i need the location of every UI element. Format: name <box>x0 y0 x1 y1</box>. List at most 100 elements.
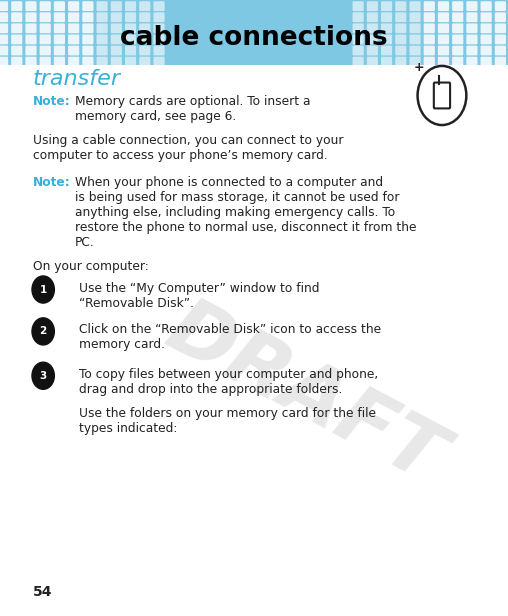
FancyBboxPatch shape <box>495 12 506 22</box>
Text: DRAFT: DRAFT <box>153 289 456 500</box>
FancyBboxPatch shape <box>125 1 136 11</box>
Text: When your phone is connected to a computer and
is being used for mass storage, i: When your phone is connected to a comput… <box>75 176 417 249</box>
FancyBboxPatch shape <box>424 34 435 44</box>
FancyBboxPatch shape <box>381 46 392 55</box>
FancyBboxPatch shape <box>0 57 8 67</box>
FancyBboxPatch shape <box>495 57 506 67</box>
FancyBboxPatch shape <box>452 1 463 11</box>
Text: On your computer:: On your computer: <box>33 260 149 273</box>
FancyBboxPatch shape <box>125 12 136 22</box>
FancyBboxPatch shape <box>0 23 8 33</box>
FancyBboxPatch shape <box>0 1 8 11</box>
FancyBboxPatch shape <box>452 12 463 22</box>
FancyBboxPatch shape <box>54 23 65 33</box>
FancyBboxPatch shape <box>381 12 392 22</box>
FancyBboxPatch shape <box>111 23 122 33</box>
FancyBboxPatch shape <box>495 23 506 33</box>
FancyBboxPatch shape <box>495 1 506 11</box>
FancyBboxPatch shape <box>25 12 37 22</box>
FancyBboxPatch shape <box>353 57 364 67</box>
FancyBboxPatch shape <box>68 1 79 11</box>
FancyBboxPatch shape <box>438 1 449 11</box>
FancyBboxPatch shape <box>353 46 364 55</box>
FancyBboxPatch shape <box>97 23 108 33</box>
Text: 3: 3 <box>40 371 47 381</box>
FancyBboxPatch shape <box>466 12 478 22</box>
FancyBboxPatch shape <box>40 23 51 33</box>
FancyBboxPatch shape <box>424 12 435 22</box>
Text: Use the “My Computer” window to find
“Removable Disk”.: Use the “My Computer” window to find “Re… <box>79 282 319 309</box>
FancyBboxPatch shape <box>481 12 492 22</box>
FancyBboxPatch shape <box>68 23 79 33</box>
FancyBboxPatch shape <box>11 1 22 11</box>
FancyBboxPatch shape <box>54 57 65 67</box>
FancyBboxPatch shape <box>481 57 492 67</box>
FancyBboxPatch shape <box>353 23 364 33</box>
FancyBboxPatch shape <box>97 57 108 67</box>
FancyBboxPatch shape <box>40 1 51 11</box>
FancyBboxPatch shape <box>466 34 478 44</box>
FancyBboxPatch shape <box>367 1 378 11</box>
FancyBboxPatch shape <box>367 46 378 55</box>
FancyBboxPatch shape <box>452 34 463 44</box>
FancyBboxPatch shape <box>125 34 136 44</box>
FancyBboxPatch shape <box>153 23 165 33</box>
FancyBboxPatch shape <box>125 23 136 33</box>
FancyBboxPatch shape <box>40 57 51 67</box>
FancyBboxPatch shape <box>153 46 165 55</box>
FancyBboxPatch shape <box>395 1 406 11</box>
FancyBboxPatch shape <box>438 57 449 67</box>
FancyBboxPatch shape <box>452 46 463 55</box>
FancyBboxPatch shape <box>11 34 22 44</box>
FancyBboxPatch shape <box>153 57 165 67</box>
FancyBboxPatch shape <box>97 1 108 11</box>
FancyBboxPatch shape <box>82 1 93 11</box>
Text: +: + <box>414 60 424 74</box>
FancyBboxPatch shape <box>438 12 449 22</box>
FancyBboxPatch shape <box>11 23 22 33</box>
FancyBboxPatch shape <box>0 0 508 65</box>
FancyBboxPatch shape <box>367 12 378 22</box>
FancyBboxPatch shape <box>54 34 65 44</box>
FancyBboxPatch shape <box>68 57 79 67</box>
FancyBboxPatch shape <box>68 46 79 55</box>
FancyBboxPatch shape <box>424 23 435 33</box>
FancyBboxPatch shape <box>367 34 378 44</box>
FancyBboxPatch shape <box>409 46 421 55</box>
Text: Use the folders on your memory card for the file
types indicated:: Use the folders on your memory card for … <box>79 407 376 434</box>
FancyBboxPatch shape <box>367 57 378 67</box>
FancyBboxPatch shape <box>367 23 378 33</box>
Text: cable connections: cable connections <box>120 25 388 51</box>
FancyBboxPatch shape <box>139 57 150 67</box>
FancyBboxPatch shape <box>25 34 37 44</box>
FancyBboxPatch shape <box>125 46 136 55</box>
FancyBboxPatch shape <box>466 23 478 33</box>
FancyBboxPatch shape <box>438 46 449 55</box>
Text: 54: 54 <box>33 585 52 599</box>
FancyBboxPatch shape <box>495 34 506 44</box>
Text: Note:: Note: <box>33 176 71 188</box>
FancyBboxPatch shape <box>54 1 65 11</box>
FancyBboxPatch shape <box>409 34 421 44</box>
Circle shape <box>32 276 54 303</box>
Circle shape <box>32 318 54 345</box>
FancyBboxPatch shape <box>424 46 435 55</box>
FancyBboxPatch shape <box>153 34 165 44</box>
Text: Note:: Note: <box>33 95 71 108</box>
FancyBboxPatch shape <box>25 1 37 11</box>
FancyBboxPatch shape <box>111 57 122 67</box>
FancyBboxPatch shape <box>68 12 79 22</box>
FancyBboxPatch shape <box>438 34 449 44</box>
FancyBboxPatch shape <box>139 1 150 11</box>
FancyBboxPatch shape <box>481 46 492 55</box>
FancyBboxPatch shape <box>40 12 51 22</box>
FancyBboxPatch shape <box>452 57 463 67</box>
FancyBboxPatch shape <box>395 34 406 44</box>
FancyBboxPatch shape <box>0 46 8 55</box>
Text: Using a cable connection, you can connect to your
computer to access your phone’: Using a cable connection, you can connec… <box>33 134 343 161</box>
FancyBboxPatch shape <box>153 1 165 11</box>
FancyBboxPatch shape <box>381 23 392 33</box>
FancyBboxPatch shape <box>25 57 37 67</box>
FancyBboxPatch shape <box>40 34 51 44</box>
FancyBboxPatch shape <box>139 46 150 55</box>
